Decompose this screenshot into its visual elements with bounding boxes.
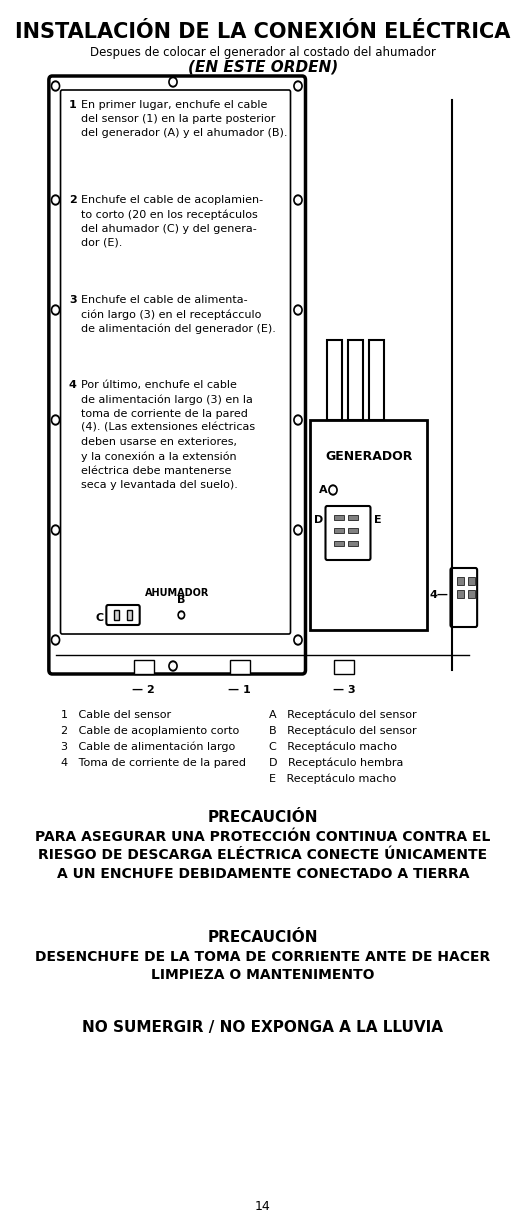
Circle shape [296, 637, 300, 643]
Text: Por último, enchufe el cable
de alimentación largo (3) en la
toma de corriente d: Por último, enchufe el cable de alimenta… [80, 380, 255, 490]
Bar [348, 514, 358, 519]
Text: B   Receptáculo del sensor: B Receptáculo del sensor [269, 726, 417, 736]
Text: C   Receptáculo macho: C Receptáculo macho [269, 742, 397, 752]
Circle shape [180, 612, 183, 617]
Circle shape [296, 83, 300, 89]
Bar [457, 590, 464, 598]
Text: A   Receptáculo del sensor: A Receptáculo del sensor [269, 710, 417, 720]
Circle shape [329, 485, 337, 495]
Circle shape [52, 195, 59, 205]
FancyBboxPatch shape [450, 568, 477, 627]
Text: 4: 4 [69, 380, 77, 390]
Text: 4   Toma de corriente de la pared: 4 Toma de corriente de la pared [60, 758, 246, 768]
Text: DESENCHUFE DE LA TOMA DE CORRIENTE ANTE DE HACER
LIMPIEZA O MANTENIMENTO: DESENCHUFE DE LA TOMA DE CORRIENTE ANTE … [35, 951, 491, 982]
Circle shape [296, 307, 300, 314]
Bar [348, 341, 363, 420]
Text: B: B [177, 595, 186, 605]
Circle shape [53, 527, 58, 533]
Circle shape [53, 197, 58, 203]
Bar [310, 420, 427, 630]
Text: GENERADOR: GENERADOR [325, 450, 412, 463]
Text: PRECAUCIÓN: PRECAUCIÓN [208, 810, 318, 824]
Text: Enchufe el cable de alimenta-
ción largo (3) en el receptácculo
de alimentación : Enchufe el cable de alimenta- ción largo… [80, 295, 276, 334]
Circle shape [52, 305, 59, 315]
Text: 14: 14 [255, 1200, 271, 1213]
Circle shape [53, 83, 58, 89]
Bar [457, 577, 464, 586]
Text: 1   Cable del sensor: 1 Cable del sensor [60, 710, 170, 720]
Circle shape [294, 526, 302, 535]
Text: 4—: 4— [430, 590, 449, 600]
Text: 1: 1 [69, 100, 77, 110]
Text: AHUMADOR: AHUMADOR [145, 588, 209, 598]
Circle shape [169, 662, 177, 671]
Circle shape [330, 488, 336, 492]
Bar [114, 610, 119, 620]
Bar [468, 577, 474, 586]
Bar [334, 528, 344, 533]
Text: Despues de colocar el generador al costado del ahumador: Despues de colocar el generador al costa… [90, 47, 436, 59]
Text: E: E [374, 514, 381, 526]
Circle shape [296, 527, 300, 533]
Bar [334, 660, 354, 674]
Bar [327, 341, 342, 420]
Bar [369, 341, 384, 420]
Circle shape [178, 611, 185, 619]
Text: 3: 3 [69, 295, 76, 305]
Text: — 1: — 1 [228, 685, 251, 695]
Circle shape [170, 78, 176, 85]
Circle shape [53, 307, 58, 314]
Circle shape [294, 305, 302, 315]
Circle shape [52, 635, 59, 646]
Bar [134, 660, 154, 674]
Circle shape [294, 635, 302, 646]
Text: — 2: — 2 [133, 685, 155, 695]
Text: D   Receptáculo hembra: D Receptáculo hembra [269, 758, 403, 768]
Text: 2: 2 [69, 195, 77, 205]
Circle shape [52, 526, 59, 535]
Circle shape [296, 417, 300, 423]
Text: A: A [319, 485, 327, 495]
FancyBboxPatch shape [49, 76, 306, 674]
Text: C: C [96, 612, 104, 624]
Bar [230, 660, 250, 674]
Circle shape [294, 415, 302, 425]
Bar [348, 541, 358, 546]
Circle shape [169, 77, 177, 87]
Bar [334, 514, 344, 519]
Text: D: D [313, 514, 323, 526]
Circle shape [53, 637, 58, 643]
Bar [468, 590, 474, 598]
Text: PARA ASEGURAR UNA PROTECCIÓN CONTINUA CONTRA EL
RIESGO DE DESCARGA ELÉCTRICA CON: PARA ASEGURAR UNA PROTECCIÓN CONTINUA CO… [35, 831, 491, 881]
Text: 2   Cable de acoplamiento corto: 2 Cable de acoplamiento corto [60, 726, 239, 736]
Circle shape [52, 415, 59, 425]
Text: 3   Cable de alimentación largo: 3 Cable de alimentación largo [60, 742, 235, 752]
Text: Enchufe el cable de acoplamien-
to corto (20 en los receptáculos
del ahumador (C: Enchufe el cable de acoplamien- to corto… [80, 195, 262, 247]
Circle shape [294, 81, 302, 91]
Text: INSTALACIÓN DE LA CONEXIÓN ELÉCTRICA: INSTALACIÓN DE LA CONEXIÓN ELÉCTRICA [15, 22, 511, 42]
Circle shape [170, 663, 176, 669]
Bar [127, 610, 132, 620]
Text: NO SUMERGIR / NO EXPONGA A LA LLUVIA: NO SUMERGIR / NO EXPONGA A LA LLUVIA [83, 1020, 443, 1035]
Text: — 3: — 3 [332, 685, 355, 695]
Circle shape [52, 81, 59, 91]
Bar [348, 528, 358, 533]
FancyBboxPatch shape [60, 89, 290, 635]
Circle shape [296, 197, 300, 203]
FancyBboxPatch shape [106, 605, 140, 625]
Text: (EN ESTE ORDEN): (EN ESTE ORDEN) [188, 60, 338, 75]
Circle shape [53, 417, 58, 423]
Bar [334, 541, 344, 546]
Text: En primer lugar, enchufe el cable
del sensor (1) en la parte posterior
del gener: En primer lugar, enchufe el cable del se… [80, 100, 287, 138]
Text: E   Receptáculo macho: E Receptáculo macho [269, 774, 396, 784]
Circle shape [294, 195, 302, 205]
Text: PRECAUCIÓN: PRECAUCIÓN [208, 930, 318, 944]
FancyBboxPatch shape [326, 506, 370, 560]
